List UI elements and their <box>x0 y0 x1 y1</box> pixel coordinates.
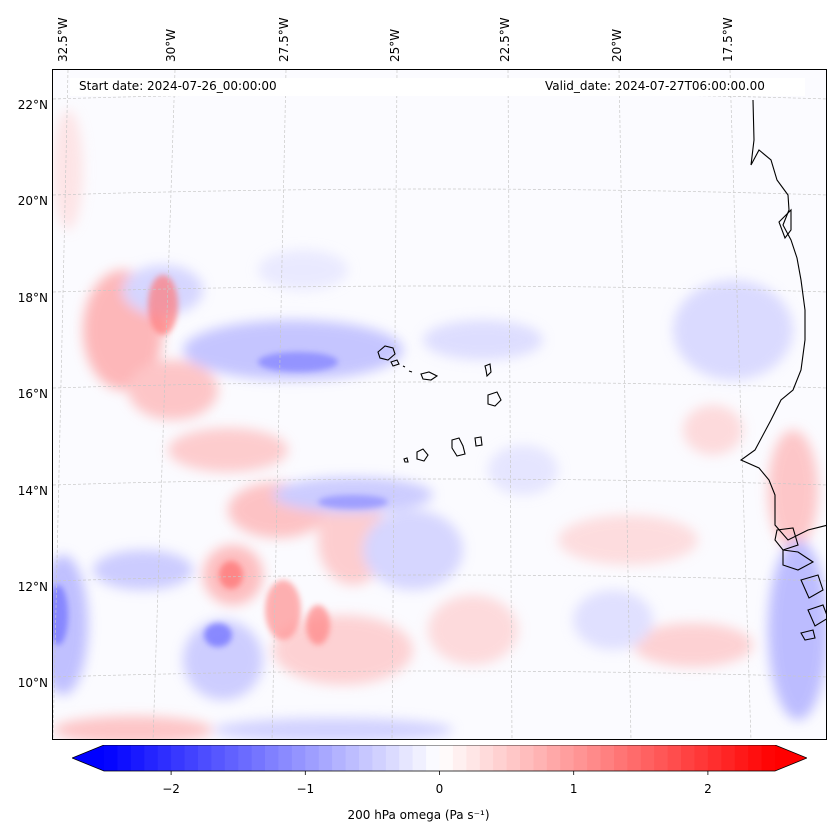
colorbar-tick-label: −1 <box>296 782 315 796</box>
lon-label-17-5w: 17.5°W <box>721 17 735 62</box>
colorbar-segment <box>251 745 266 771</box>
info-band <box>70 78 805 96</box>
colorbar-segment <box>171 745 186 771</box>
colorbar-segment <box>291 745 306 771</box>
lon-label-30w: 30°W <box>164 28 178 62</box>
colorbar-segment <box>466 745 481 771</box>
colorbar-segment <box>345 745 360 771</box>
colorbar-segment <box>278 745 293 771</box>
colorbar-segment <box>573 745 588 771</box>
colorbar-segment <box>560 745 575 771</box>
colorbar-segment <box>412 745 427 771</box>
lat-label-12n: 12°N <box>17 580 48 594</box>
lon-label-20w: 20°W <box>610 28 624 62</box>
colorbar-segment <box>318 745 333 771</box>
colorbar-segment <box>546 745 561 771</box>
colorbar-segment <box>224 745 239 771</box>
colorbar-segment <box>707 745 722 771</box>
colorbar-tick-label: 0 <box>435 782 444 796</box>
lat-label-16n: 16°N <box>17 387 48 401</box>
colorbar-label: 200 hPa omega (Pa s⁻¹) <box>347 808 490 822</box>
colorbar-segment <box>613 745 628 771</box>
colorbar-segment <box>493 745 508 771</box>
map-canvas <box>53 70 826 739</box>
colorbar-segment <box>654 745 669 771</box>
colorbar-segment <box>748 745 763 771</box>
colorbar-segment <box>681 745 695 771</box>
colorbar-extend-max <box>775 745 807 771</box>
lat-label-20n: 20°N <box>17 194 48 208</box>
colorbar-segment <box>211 745 226 771</box>
colorbar-segment <box>372 745 387 771</box>
colorbar-segment <box>520 745 534 771</box>
colorbar <box>72 745 807 775</box>
colorbar-segment <box>305 745 320 771</box>
colorbar-segment <box>332 745 347 771</box>
colorbar-segment <box>117 745 132 771</box>
colorbar-segment <box>721 745 736 771</box>
lat-label-18n: 18°N <box>17 291 48 305</box>
colorbar-segment <box>506 745 521 771</box>
colorbar-segment <box>600 745 615 771</box>
colorbar-segment <box>197 745 212 771</box>
lon-label-25w: 25°W <box>388 28 402 62</box>
colorbar-segment <box>358 745 373 771</box>
omega-field <box>53 110 826 739</box>
lat-label-22n: 22°N <box>17 98 48 112</box>
graticule <box>53 70 826 739</box>
lat-label-10n: 10°N <box>17 676 48 690</box>
colorbar-segment <box>627 745 642 771</box>
lon-label-32-5w: 32.5°W <box>56 17 70 62</box>
colorbar-outline <box>72 745 807 772</box>
colorbar-segment <box>587 745 602 771</box>
colorbar-extend-min <box>72 745 104 771</box>
colorbar-tick-label: 1 <box>569 782 578 796</box>
colorbar-segment <box>399 745 414 771</box>
lon-label-27-5w: 27.5°W <box>277 17 291 62</box>
colorbar-tick-label: −2 <box>162 782 180 796</box>
colorbar-segment <box>144 745 159 771</box>
colorbar-segment <box>761 745 776 771</box>
colorbar-segment <box>533 745 548 771</box>
colorbar-segment <box>130 745 145 771</box>
colorbar-segment <box>238 745 253 771</box>
colorbar-tick-label: 2 <box>704 782 712 796</box>
colorbar-segment <box>439 745 454 771</box>
colorbar-segment <box>640 745 655 771</box>
valid-date-label: Valid_date: 2024-07-27T06:00:00.00 <box>545 79 765 93</box>
colorbar-segment <box>104 745 118 771</box>
colorbar-segment <box>265 745 279 771</box>
colorbar-segment <box>694 745 709 771</box>
start-date-label: Start date: 2024-07-26_00:00:00 <box>79 79 277 93</box>
colorbar-segment <box>734 745 749 771</box>
colorbar-segment <box>667 745 682 771</box>
colorbar-segment <box>157 745 172 771</box>
colorbar-segment <box>385 745 400 771</box>
colorbar-segment <box>184 745 199 771</box>
colorbar-segment <box>426 745 440 771</box>
omega-map <box>52 69 827 740</box>
lon-label-22-5w: 22.5°W <box>498 17 512 62</box>
colorbar-segment <box>479 745 494 771</box>
colorbar-segment <box>452 745 467 771</box>
coastline <box>377 99 826 641</box>
lat-label-14n: 14°N <box>17 484 48 498</box>
